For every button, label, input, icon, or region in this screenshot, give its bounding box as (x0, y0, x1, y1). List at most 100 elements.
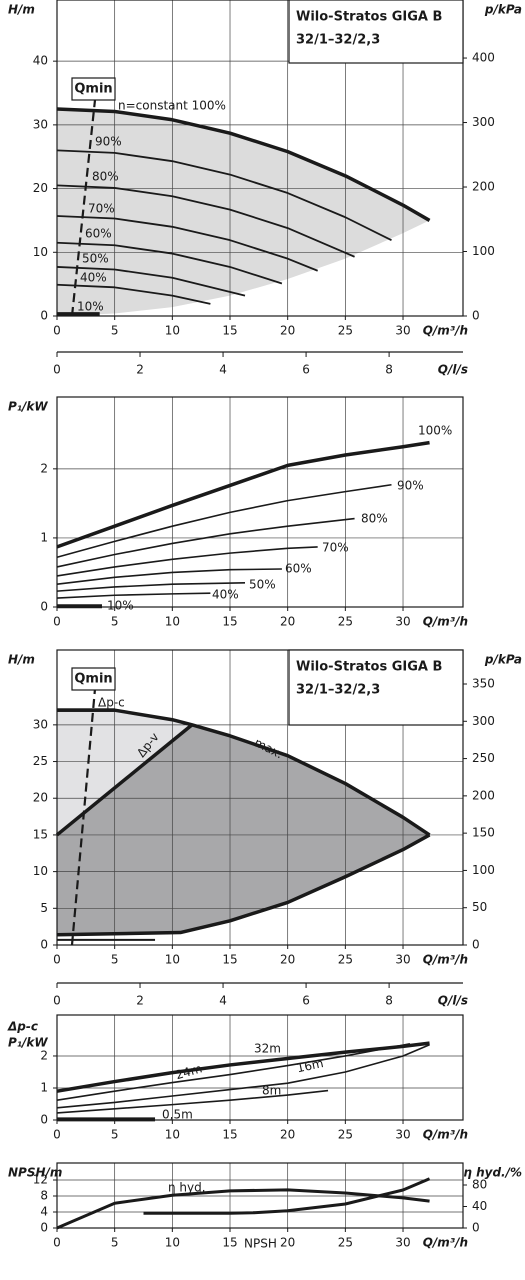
curve (56, 440, 430, 549)
chart-subtitle: 32/1–32/2,3 (296, 683, 380, 698)
curve-label: 80% (92, 170, 119, 184)
curve (56, 582, 246, 592)
y2-tick-label: 200 (472, 788, 495, 802)
title-box (288, 0, 464, 64)
curve (56, 1044, 430, 1109)
x-axis-label: Q/m³/h (423, 953, 468, 967)
x-tick-label: 5 (111, 324, 119, 338)
x-tick-label: 0 (53, 324, 61, 338)
y-tick-label: 1 (40, 530, 48, 544)
curve-label: NPSH (244, 1237, 277, 1251)
curve (56, 592, 211, 599)
y-tick-label: 4 (40, 1205, 48, 1219)
y2-tick-label: 50 (472, 900, 487, 914)
curve-label: 10% (77, 300, 104, 314)
x2-axis-label: Q/l/s (438, 363, 468, 377)
x2-tick-label: 0 (53, 994, 61, 1008)
curve (56, 283, 211, 305)
y-tick-label: 1 (40, 1080, 48, 1094)
y-tick-label: 5 (40, 901, 48, 915)
x2-tick-label: 4 (219, 363, 227, 377)
curve-label: η hyd. (168, 1181, 206, 1195)
x-tick-label: 25 (338, 324, 353, 338)
curve (56, 568, 282, 585)
x-axis-label: Q/m³/h (423, 615, 468, 629)
y-axis-label: NPSH/m (8, 1166, 62, 1180)
y2-axis-label: p/kPa (484, 3, 522, 17)
y2-tick-label: 200 (472, 180, 495, 194)
chart-subtitle: 32/1–32/2,3 (296, 33, 380, 48)
x2-tick-label: 6 (302, 363, 310, 377)
y2-tick-label: 350 (472, 677, 495, 691)
y2-tick-label: 0 (472, 938, 480, 952)
x-tick-label: 5 (111, 1128, 119, 1142)
y-tick-label: 0 (40, 600, 48, 614)
x-tick-label: 25 (338, 953, 353, 967)
x-tick-label: 10 (165, 1236, 180, 1250)
y-tick-label: 0 (40, 309, 48, 323)
x-tick-label: 15 (222, 1236, 237, 1250)
y2-tick-label: 40 (472, 1199, 487, 1213)
x-tick-label: 10 (165, 953, 180, 967)
curve-label: 100% (418, 424, 452, 438)
y-tick-label: 0 (40, 938, 48, 952)
curve-label: 10% (107, 599, 134, 613)
x-tick-label: 15 (222, 324, 237, 338)
curve (55, 723, 194, 837)
curve-label: Δp-c (98, 696, 125, 710)
y2-axis-label: p/kPa (484, 653, 522, 667)
chart-title: Wilo-Stratos GIGA B (296, 10, 442, 25)
x-tick-label: 15 (222, 953, 237, 967)
x-tick-label: 20 (280, 615, 295, 629)
curve (56, 833, 431, 937)
y-tick-label: 40 (33, 54, 48, 68)
y2-tick-label: 100 (472, 244, 495, 258)
y-axis-label: H/m (8, 653, 35, 667)
x-tick-label: 25 (338, 1236, 353, 1250)
y2-tick-label: 100 (472, 863, 495, 877)
chart-title: Wilo-Stratos GIGA B (296, 660, 442, 675)
plot-frame (56, 1162, 464, 1229)
x2-tick-label: 2 (136, 994, 144, 1008)
y2-tick-label: 0 (472, 1221, 480, 1235)
x-tick-label: 20 (280, 1128, 295, 1142)
plot-frame (56, 649, 464, 946)
curve (56, 184, 355, 258)
curve (143, 1177, 431, 1215)
curve (56, 1043, 411, 1101)
y-tick-label: 15 (33, 827, 48, 841)
x2-tick-label: 8 (385, 994, 393, 1008)
x-axis-label: Q/m³/h (423, 1128, 468, 1142)
y2-tick-label: 300 (472, 115, 495, 129)
qmin-box (71, 77, 116, 101)
x2-tick-label: 0 (53, 363, 61, 377)
y-tick-label: 30 (33, 717, 48, 731)
y2-tick-label: 250 (472, 751, 495, 765)
x-tick-label: 30 (395, 953, 410, 967)
curve-label: 70% (88, 202, 115, 216)
qmin-label: Qmin (74, 672, 112, 687)
x-tick-label: 10 (165, 615, 180, 629)
qmin-box (71, 667, 116, 691)
y-tick-label: 25 (33, 754, 48, 768)
y-tick-label: 10 (33, 864, 48, 878)
x-tick-label: 10 (165, 1128, 180, 1142)
y2-tick-label: 300 (472, 714, 495, 728)
x-tick-label: 30 (395, 615, 410, 629)
y2-axis-label: η hyd./% (463, 1166, 522, 1180)
y2-tick-label: 80 (472, 1177, 487, 1191)
x-tick-label: 10 (165, 324, 180, 338)
x-tick-label: 20 (280, 1236, 295, 1250)
x2-axis-label: Q/l/s (438, 994, 468, 1008)
x-axis-label: Q/m³/h (423, 324, 468, 338)
x-tick-label: 20 (280, 953, 295, 967)
qmin-line (70, 99, 97, 317)
qmin-line (70, 688, 97, 946)
curve-label: 40% (212, 588, 239, 602)
y-tick-label: 2 (40, 461, 48, 475)
x-tick-label: 30 (395, 1128, 410, 1142)
y-axis-label: P₁/kW (8, 1036, 48, 1050)
shaded-region (57, 724, 430, 935)
x-tick-label: 15 (222, 1128, 237, 1142)
